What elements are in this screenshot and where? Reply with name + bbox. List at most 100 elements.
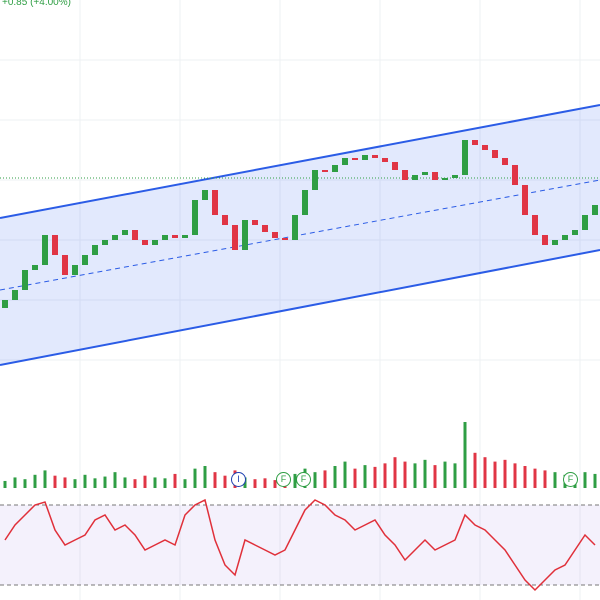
candle bbox=[542, 235, 548, 245]
candle bbox=[172, 235, 178, 238]
volume-bar bbox=[263, 478, 267, 488]
volume-bar bbox=[223, 475, 227, 488]
candle bbox=[322, 170, 328, 172]
volume-bar bbox=[473, 452, 477, 488]
candle bbox=[302, 190, 308, 215]
volume-bar bbox=[513, 463, 517, 488]
candle bbox=[12, 290, 18, 300]
volume-bar bbox=[53, 475, 57, 488]
volume-bar bbox=[83, 474, 87, 488]
candle bbox=[392, 162, 398, 170]
volume-bar bbox=[153, 477, 157, 488]
volume-bar bbox=[393, 457, 397, 488]
candle bbox=[52, 235, 58, 255]
candle bbox=[462, 140, 468, 175]
volume-bar bbox=[173, 473, 177, 488]
volume-bar bbox=[123, 477, 127, 488]
candle bbox=[522, 185, 528, 215]
volume-bar bbox=[503, 459, 507, 488]
candle bbox=[272, 232, 278, 238]
candle bbox=[22, 270, 28, 290]
volume-bar bbox=[443, 461, 447, 488]
volume-bar bbox=[293, 473, 297, 488]
candle bbox=[562, 235, 568, 240]
volume-bar bbox=[33, 474, 37, 488]
candle bbox=[92, 245, 98, 255]
channel-fill bbox=[0, 105, 600, 365]
event-marker[interactable]: F bbox=[296, 472, 311, 487]
volume-bar bbox=[3, 480, 7, 488]
candle bbox=[572, 230, 578, 235]
candle bbox=[292, 215, 298, 240]
candle bbox=[102, 240, 108, 245]
volume-bar bbox=[493, 461, 497, 488]
candle bbox=[412, 175, 418, 180]
volume-bar bbox=[113, 472, 117, 488]
candle bbox=[442, 178, 448, 180]
candle bbox=[42, 235, 48, 265]
volume-bar bbox=[553, 472, 557, 488]
volume-bar bbox=[193, 468, 197, 488]
rsi-line bbox=[4, 498, 596, 592]
candle bbox=[422, 172, 428, 175]
candle bbox=[142, 240, 148, 245]
volume-bar bbox=[523, 466, 527, 488]
price-change: +0.85 (+4.00%) bbox=[2, 0, 71, 8]
event-marker[interactable]: I bbox=[231, 472, 246, 487]
volume-bar bbox=[253, 479, 257, 488]
candle bbox=[362, 155, 368, 160]
candle bbox=[592, 205, 598, 215]
candle bbox=[352, 158, 358, 160]
candle bbox=[182, 235, 188, 238]
volume-bar bbox=[313, 472, 317, 488]
volume-bar bbox=[413, 463, 417, 488]
candle bbox=[372, 155, 378, 158]
volume-bar bbox=[73, 479, 77, 488]
candle bbox=[122, 230, 128, 235]
candle bbox=[312, 170, 318, 190]
volume-bar bbox=[333, 466, 337, 488]
volume-bar bbox=[63, 477, 67, 488]
volume-bar bbox=[433, 465, 437, 488]
candle bbox=[512, 165, 518, 185]
candle bbox=[62, 255, 68, 275]
candle bbox=[382, 158, 388, 162]
rsi-band bbox=[0, 505, 600, 585]
volume-bar bbox=[373, 466, 377, 488]
candle bbox=[472, 140, 478, 145]
candle bbox=[502, 158, 508, 165]
volume-bar bbox=[453, 463, 457, 488]
volume-bar bbox=[43, 470, 47, 488]
candle bbox=[252, 220, 258, 225]
volume-bar bbox=[143, 475, 147, 488]
volume-bar bbox=[403, 461, 407, 488]
candle bbox=[402, 170, 408, 180]
volume-bar bbox=[13, 477, 17, 488]
event-marker[interactable]: F bbox=[563, 472, 578, 487]
candle bbox=[32, 265, 38, 270]
volume-bar bbox=[93, 478, 97, 488]
candle bbox=[262, 225, 268, 232]
volume-bar bbox=[203, 466, 207, 488]
candle bbox=[72, 265, 78, 275]
volume-bar bbox=[183, 479, 187, 488]
candle bbox=[162, 235, 168, 240]
candle bbox=[192, 200, 198, 235]
volume-bar bbox=[343, 461, 347, 488]
candle bbox=[82, 255, 88, 265]
candle bbox=[132, 230, 138, 240]
event-marker[interactable]: F bbox=[276, 472, 291, 487]
channel-middle bbox=[0, 179, 600, 291]
candle bbox=[242, 220, 248, 250]
candle bbox=[112, 235, 118, 240]
volume-bar bbox=[213, 472, 217, 488]
channel-upper bbox=[0, 104, 600, 219]
channel-lower bbox=[0, 249, 600, 366]
candle bbox=[342, 158, 348, 165]
candle bbox=[232, 225, 238, 250]
volume-bar bbox=[463, 422, 467, 488]
volume-bar bbox=[423, 459, 427, 488]
volume-bar bbox=[103, 476, 107, 488]
candle bbox=[2, 300, 8, 308]
